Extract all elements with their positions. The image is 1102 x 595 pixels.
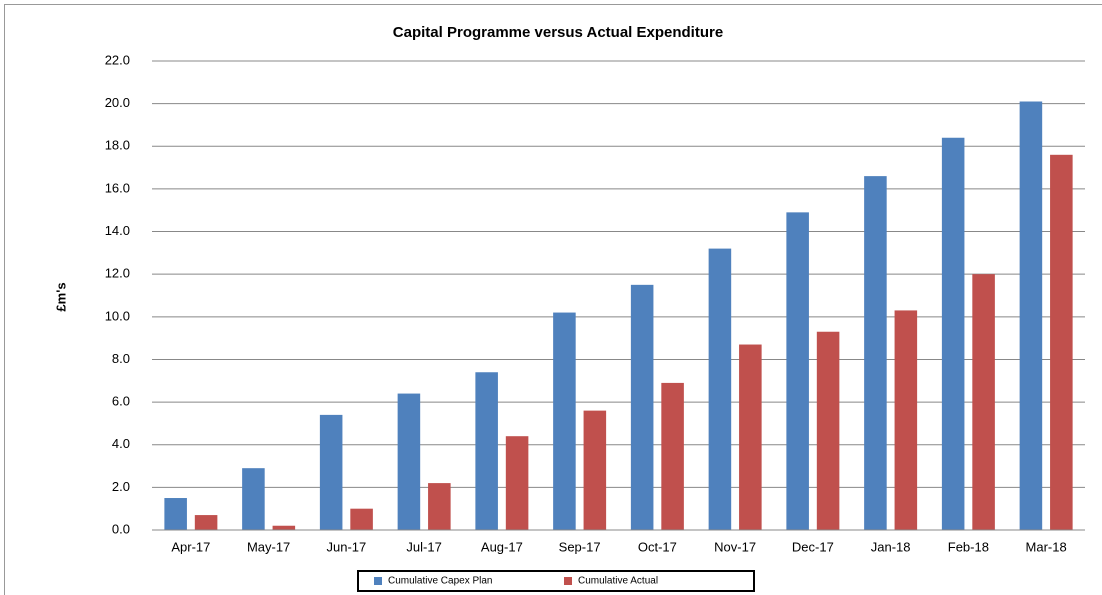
x-tick-label: Jan-18	[871, 539, 911, 554]
bar	[816, 331, 840, 530]
bar	[708, 248, 732, 530]
bar	[739, 344, 762, 530]
x-tick-label: Nov-17	[714, 539, 756, 554]
legend-swatch	[374, 577, 382, 585]
x-tick-label: Dec-17	[792, 539, 834, 554]
bar	[164, 498, 187, 530]
bar	[894, 310, 918, 530]
legend-label: Cumulative Capex Plan	[388, 576, 493, 587]
legend-box	[357, 570, 755, 592]
y-tick-label: 6.0	[112, 394, 130, 409]
y-tick-label: 18.0	[105, 138, 130, 153]
bar	[350, 508, 373, 530]
bar	[786, 212, 809, 531]
y-axis-label: £m's	[53, 282, 68, 311]
legend-swatch	[564, 577, 572, 585]
bar	[194, 515, 218, 530]
bar	[661, 382, 684, 530]
bar	[242, 468, 265, 530]
x-tick-label: Aug-17	[481, 539, 523, 554]
bar	[972, 274, 995, 530]
x-tick-label: Jul-17	[406, 539, 441, 554]
bar	[583, 410, 607, 530]
y-tick-label: 12.0	[105, 266, 130, 281]
y-tick-label: 16.0	[105, 180, 130, 195]
x-tick-label: Oct-17	[638, 539, 677, 554]
bar	[1019, 101, 1043, 530]
bar	[553, 312, 576, 530]
x-tick-label: Sep-17	[559, 539, 601, 554]
y-tick-label: 20.0	[105, 95, 130, 110]
frame	[4, 4, 1102, 595]
x-tick-label: Jun-17	[327, 539, 367, 554]
y-tick-label: 4.0	[112, 436, 130, 451]
y-tick-label: 10.0	[105, 308, 130, 323]
x-tick-label: May-17	[247, 539, 290, 554]
bar	[428, 483, 451, 530]
bar	[272, 525, 296, 530]
chart-title: Capital Programme versus Actual Expendit…	[393, 24, 723, 41]
y-tick-label: 14.0	[105, 223, 130, 238]
x-tick-label: Apr-17	[171, 539, 210, 554]
x-tick-label: Feb-18	[948, 539, 989, 554]
y-tick-label: 22.0	[105, 52, 130, 67]
bar	[941, 137, 965, 530]
bar	[1050, 154, 1073, 531]
y-tick-label: 2.0	[112, 479, 130, 494]
x-tick-label: Mar-18	[1026, 539, 1067, 554]
legend-label: Cumulative Actual	[578, 576, 658, 587]
bar	[319, 414, 343, 530]
bar	[475, 372, 498, 530]
bar	[505, 436, 529, 530]
y-tick-label: 8.0	[112, 351, 130, 366]
bar	[630, 284, 654, 530]
y-tick-label: 0.0	[112, 521, 130, 536]
bar	[864, 176, 887, 531]
bar	[397, 393, 421, 530]
